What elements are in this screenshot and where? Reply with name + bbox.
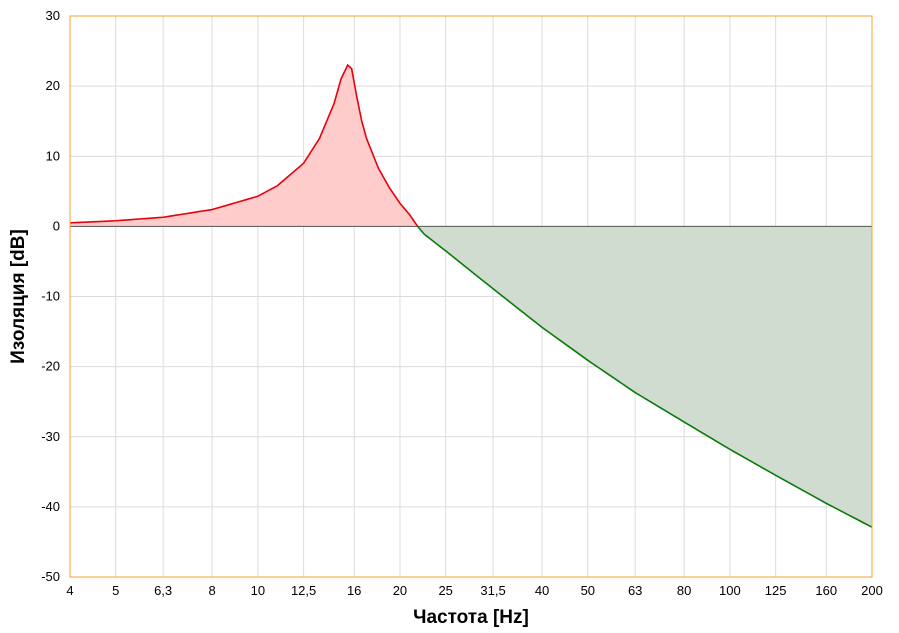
x-tick-label: 160 <box>815 583 837 598</box>
fill-areas <box>70 65 872 528</box>
y-tick-label: -40 <box>41 499 60 514</box>
x-tick-label: 40 <box>535 583 549 598</box>
y-tick-label: -50 <box>41 569 60 584</box>
y-axis-title: Изоляция [dB] <box>8 229 29 364</box>
positive-series-line <box>69 63 419 227</box>
negative-series-line <box>417 225 873 528</box>
y-tick-label: -10 <box>41 289 60 304</box>
y-tick-label: 20 <box>46 78 60 93</box>
x-axis-title: Частота [Hz] <box>413 607 529 628</box>
y-tick-label: 0 <box>53 218 60 233</box>
x-tick-label: 10 <box>251 583 265 598</box>
x-tick-label: 50 <box>581 583 595 598</box>
positive-area <box>70 65 418 227</box>
negative-area <box>417 226 872 528</box>
y-tick-label: 10 <box>46 148 60 163</box>
x-tick-label: 16 <box>347 583 361 598</box>
x-tick-label: 25 <box>438 583 452 598</box>
x-tick-label: 200 <box>861 583 883 598</box>
x-tick-label: 4 <box>66 583 73 598</box>
y-tick-label: -30 <box>41 429 60 444</box>
x-tick-label: 6,3 <box>154 583 172 598</box>
x-tick-label: 100 <box>719 583 741 598</box>
x-tick-label: 5 <box>112 583 119 598</box>
x-tick-label: 8 <box>208 583 215 598</box>
series-lines <box>69 63 873 528</box>
x-tick-label: 125 <box>765 583 787 598</box>
x-tick-label: 63 <box>628 583 642 598</box>
x-tick-label: 20 <box>393 583 407 598</box>
x-tick-label: 31,5 <box>480 583 505 598</box>
x-tick-label: 80 <box>677 583 691 598</box>
plot-border <box>69 15 873 578</box>
y-tick-label: -20 <box>41 359 60 374</box>
x-tick-label: 12,5 <box>291 583 316 598</box>
tick-labels: 4 5 6,3 8 10 12,5 16 20 25 31,5 40 50 63 80 100 125 160 2… <box>41 8 883 598</box>
y-tick-label: 30 <box>46 8 60 23</box>
